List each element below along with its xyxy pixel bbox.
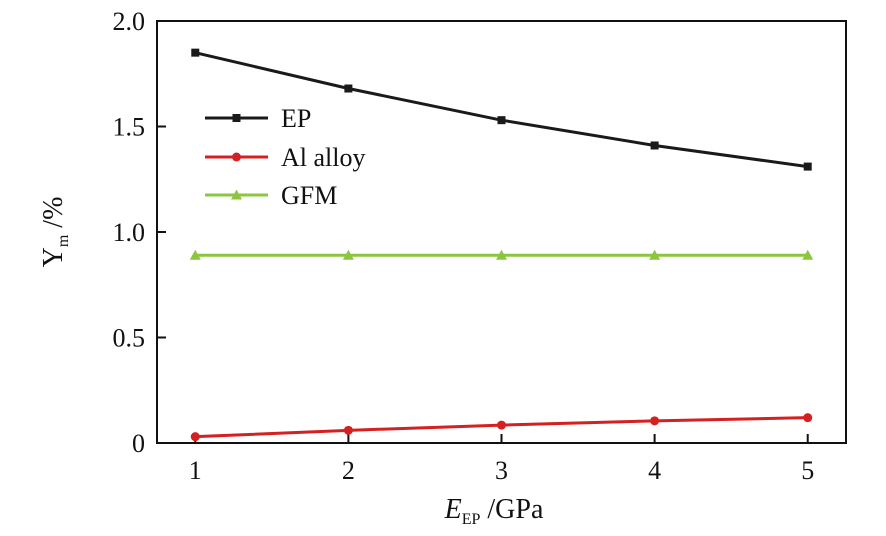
- data-point: [343, 425, 353, 435]
- legend-entry: Al alloy: [205, 143, 366, 172]
- data-point: [650, 141, 659, 150]
- y-axis-label-unit: /%: [38, 197, 69, 235]
- x-tick-label: 1: [189, 456, 202, 485]
- legend: EP Al alloy GFM: [205, 104, 366, 210]
- series-layer: [189, 48, 814, 442]
- x-tick-label: 3: [495, 456, 508, 485]
- legend-label: Al alloy: [281, 143, 366, 172]
- data-point: [344, 84, 353, 93]
- series-al-alloy: [190, 413, 813, 442]
- y-tick-label: 0: [132, 429, 145, 458]
- series-ep: [191, 48, 812, 171]
- legend-marker: [231, 189, 242, 200]
- data-point: [190, 432, 200, 442]
- legend-marker: [232, 152, 241, 162]
- y-axis-label: Ym /%: [38, 197, 72, 268]
- plot-frame-border: [156, 20, 847, 444]
- y-tick-label: 1.0: [113, 218, 146, 247]
- data-point: [342, 249, 354, 260]
- data-point: [803, 162, 812, 171]
- axis-ticks: 1 2 3 4 5 0 0.5 1.0 1.5 2.0: [113, 7, 815, 485]
- legend-marker: [232, 114, 241, 122]
- data-point: [189, 249, 201, 260]
- legend-label: GFM: [281, 181, 337, 210]
- y-tick-label: 0.5: [113, 324, 146, 353]
- x-axis-label: EEP /GPa: [444, 494, 544, 528]
- plot-area: [156, 20, 847, 444]
- x-axis-label-sub: EP: [462, 511, 481, 528]
- data-point: [803, 413, 813, 423]
- x-axis-label-main: E: [444, 494, 462, 525]
- x-tick-label: 5: [801, 456, 814, 485]
- y-axis-label-sub: m: [55, 234, 72, 247]
- legend-label: EP: [281, 104, 311, 133]
- data-point: [497, 116, 506, 125]
- series-gfm: [189, 249, 814, 260]
- y-tick-label: 2.0: [113, 7, 146, 36]
- legend-entry: EP: [205, 104, 311, 133]
- legend-entry: GFM: [205, 181, 337, 210]
- data-point: [497, 420, 506, 430]
- y-tick-label: 1.5: [113, 113, 146, 142]
- y-axis-label-main: Y: [38, 247, 69, 267]
- x-tick-label: 4: [648, 456, 661, 485]
- data-point: [650, 416, 660, 426]
- data-point: [191, 48, 200, 57]
- x-axis-label-unit: /GPa: [480, 494, 544, 525]
- data-point: [496, 249, 507, 260]
- data-point: [649, 249, 661, 260]
- data-point: [802, 249, 814, 260]
- x-tick-label: 2: [342, 456, 355, 485]
